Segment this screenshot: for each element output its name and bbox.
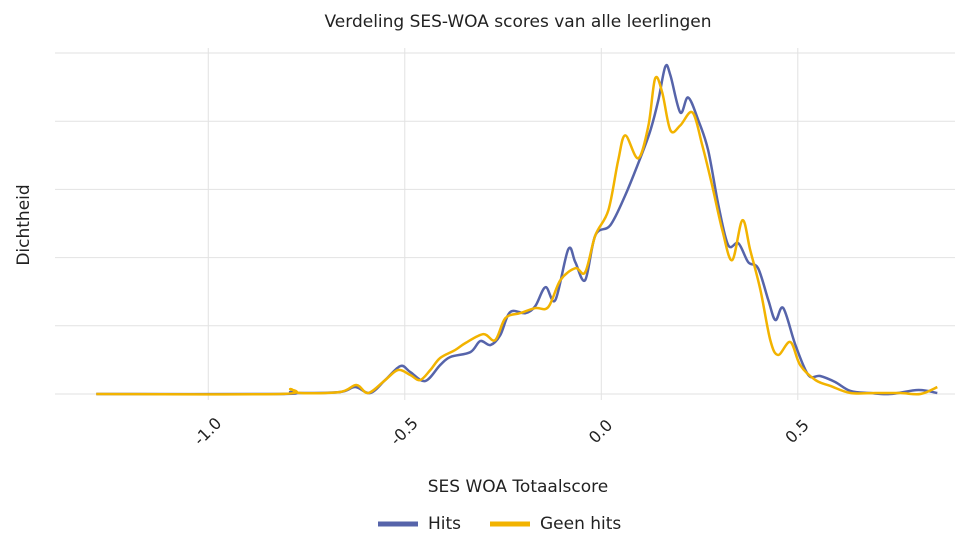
legend-label: Geen hits — [540, 514, 621, 534]
x-tick-label: 0.0 — [585, 416, 616, 447]
chart-title: Verdeling SES-WOA scores van alle leerli… — [324, 12, 711, 32]
legend-label: Hits — [428, 514, 461, 534]
x-tick-label: 0.5 — [781, 416, 812, 447]
density-line — [96, 75, 938, 396]
density-line — [96, 63, 938, 396]
x-axis-label: SES WOA Totaalscore — [428, 477, 608, 497]
y-axis-label: Dichtheid — [14, 184, 34, 265]
x-tick-label: -0.5 — [386, 414, 422, 450]
x-tick-label: -1.0 — [190, 414, 226, 450]
